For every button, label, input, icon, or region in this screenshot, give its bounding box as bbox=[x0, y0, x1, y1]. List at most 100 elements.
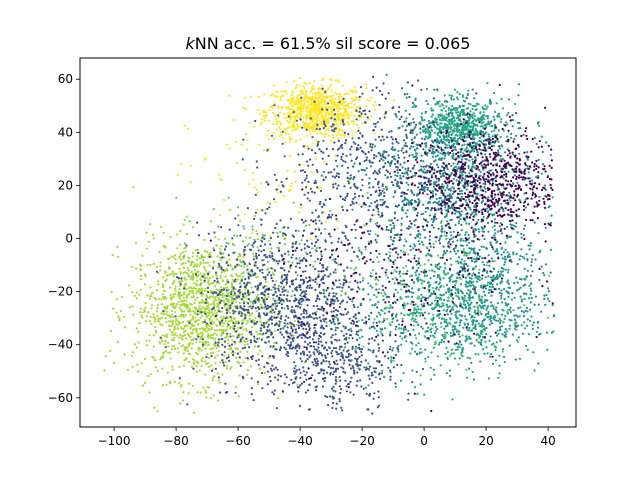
scatter-point bbox=[247, 289, 250, 292]
scatter-point bbox=[499, 135, 502, 138]
scatter-point bbox=[273, 311, 276, 314]
scatter-point bbox=[324, 103, 328, 106]
scatter-point bbox=[296, 386, 299, 389]
scatter-point bbox=[217, 350, 220, 353]
scatter-point bbox=[182, 352, 185, 355]
scatter-point bbox=[209, 352, 212, 355]
scatter-point bbox=[221, 337, 224, 341]
scatter-point bbox=[334, 376, 338, 379]
scatter-point bbox=[287, 250, 290, 253]
scatter-point bbox=[386, 351, 389, 354]
scatter-point bbox=[274, 113, 277, 116]
scatter-point bbox=[299, 169, 302, 172]
scatter-point bbox=[240, 143, 243, 146]
scatter-point bbox=[245, 283, 248, 286]
scatter-point bbox=[220, 245, 223, 248]
scatter-point bbox=[220, 299, 223, 302]
scatter-point bbox=[302, 312, 305, 315]
scatter-point bbox=[314, 91, 317, 94]
scatter-point bbox=[269, 202, 272, 205]
scatter-point bbox=[296, 345, 299, 348]
scatter-point bbox=[157, 283, 160, 286]
scatter-point bbox=[490, 130, 493, 133]
scatter-point bbox=[318, 111, 321, 114]
scatter-point bbox=[266, 336, 269, 339]
scatter-point bbox=[185, 215, 189, 218]
scatter-point bbox=[287, 270, 291, 273]
scatter-point bbox=[179, 229, 182, 233]
scatter-point bbox=[300, 321, 303, 324]
scatter-point bbox=[393, 236, 396, 239]
scatter-point bbox=[342, 269, 345, 272]
scatter-point bbox=[317, 99, 320, 102]
scatter-point bbox=[377, 390, 380, 393]
scatter-point bbox=[286, 305, 289, 308]
scatter-point bbox=[359, 107, 362, 110]
scatter-point bbox=[210, 255, 213, 258]
scatter-point bbox=[306, 354, 309, 357]
scatter-point bbox=[182, 331, 186, 334]
scatter-point bbox=[294, 120, 297, 123]
scatter-point bbox=[469, 110, 472, 113]
scatter-point bbox=[215, 273, 218, 276]
scatter-point bbox=[237, 224, 240, 227]
scatter-point bbox=[173, 334, 176, 337]
scatter-point bbox=[357, 346, 360, 350]
scatter-point bbox=[462, 121, 465, 124]
scatter-point bbox=[381, 189, 384, 192]
scatter-point bbox=[219, 226, 223, 229]
scatter-point bbox=[471, 104, 475, 107]
scatter-point bbox=[332, 385, 335, 388]
scatter-point bbox=[322, 277, 325, 281]
scatter-point bbox=[191, 342, 194, 345]
scatter-point bbox=[299, 259, 302, 262]
scatter-point bbox=[373, 154, 376, 157]
scatter-point bbox=[353, 114, 356, 117]
scatter-point bbox=[298, 345, 301, 348]
scatter-point bbox=[363, 160, 366, 163]
scatter-point bbox=[355, 123, 359, 126]
scatter-point bbox=[174, 258, 177, 261]
scatter-point bbox=[212, 281, 215, 285]
scatter-point bbox=[354, 86, 357, 89]
scatter-point bbox=[307, 325, 310, 328]
scatter-point bbox=[231, 302, 234, 305]
scatter-point bbox=[345, 390, 348, 393]
scatter-point bbox=[292, 119, 295, 123]
scatter-point bbox=[191, 339, 194, 342]
scatter-point bbox=[256, 166, 259, 169]
scatter-point bbox=[353, 223, 356, 226]
scatter-point bbox=[171, 319, 175, 322]
scatter-point bbox=[267, 138, 270, 141]
scatter-point bbox=[390, 130, 393, 133]
scatter-point bbox=[145, 344, 148, 347]
scatter-point bbox=[396, 233, 399, 236]
scatter-point bbox=[262, 276, 265, 279]
scatter-point bbox=[374, 125, 377, 128]
scatter-point bbox=[320, 97, 323, 100]
scatter-point bbox=[321, 114, 324, 117]
scatter-point bbox=[407, 167, 410, 170]
scatter-point bbox=[340, 95, 343, 98]
scatter-point bbox=[246, 343, 249, 346]
scatter-point bbox=[412, 166, 415, 170]
scatter-point bbox=[201, 336, 204, 339]
scatter-point bbox=[180, 310, 183, 313]
scatter-point bbox=[185, 306, 188, 309]
scatter-point bbox=[179, 283, 182, 286]
scatter-point bbox=[260, 296, 264, 300]
scatter-point bbox=[203, 300, 206, 303]
scatter-point bbox=[347, 382, 350, 386]
scatter-point bbox=[344, 142, 347, 145]
scatter-point bbox=[228, 228, 231, 231]
scatter-point bbox=[353, 306, 356, 309]
scatter-point bbox=[297, 327, 301, 330]
scatter-point bbox=[206, 286, 210, 289]
scatter-point bbox=[334, 382, 337, 385]
scatter-point bbox=[346, 301, 349, 304]
scatter-point bbox=[318, 107, 321, 110]
scatter-point bbox=[340, 351, 343, 354]
scatter-point bbox=[335, 407, 338, 410]
scatter-point bbox=[310, 344, 313, 348]
scatter-point bbox=[366, 99, 369, 102]
